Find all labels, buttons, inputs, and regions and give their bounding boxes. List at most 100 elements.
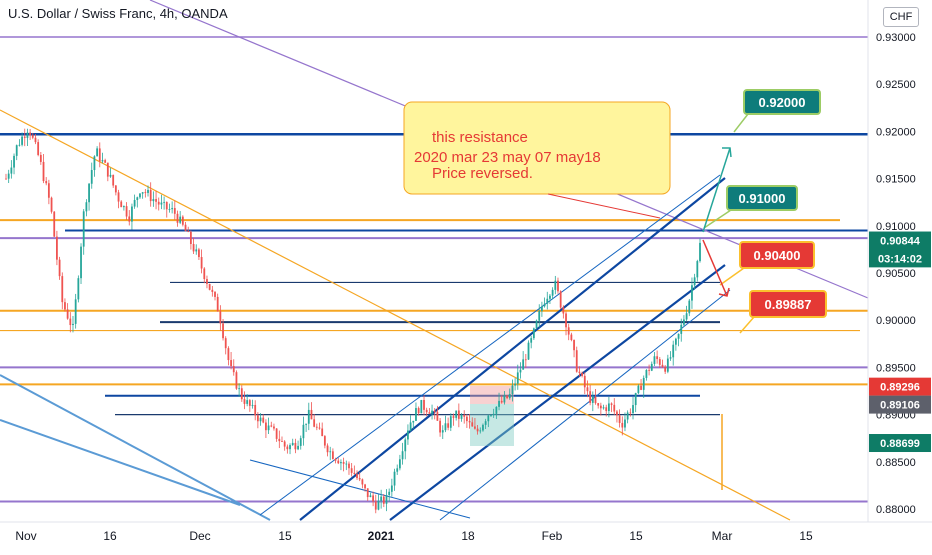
candle-body — [390, 485, 393, 492]
x-tick-label: 18 — [461, 529, 475, 543]
candle-body — [364, 484, 366, 489]
candle-body — [200, 257, 203, 269]
candle-body — [436, 411, 439, 421]
candle-body — [310, 409, 313, 420]
target-callout-line — [733, 113, 749, 133]
candle-body — [538, 311, 541, 321]
candle-body — [230, 360, 232, 367]
candle-body — [661, 364, 664, 367]
y-tick-label: 0.88000 — [876, 504, 916, 516]
candle-body — [492, 413, 495, 416]
candle-body — [559, 291, 562, 308]
candle-body — [157, 201, 160, 205]
candle-body — [176, 213, 179, 223]
candle-body — [318, 427, 321, 429]
price-badge — [869, 434, 931, 453]
candle-body — [535, 320, 538, 329]
target-box[interactable] — [739, 241, 815, 269]
candle-body — [198, 249, 200, 258]
projection-arrow-down — [702, 239, 728, 297]
annotation-pointer — [547, 193, 661, 219]
candle-body — [117, 192, 120, 202]
trend-line — [259, 174, 721, 516]
candle-body — [634, 393, 637, 406]
candle-body — [350, 468, 353, 473]
y-tick-label: 0.91000 — [876, 221, 916, 233]
candle-body — [53, 211, 56, 237]
candle-body — [77, 278, 80, 300]
candle-body — [468, 421, 471, 423]
candle-body — [42, 161, 45, 182]
candle-body — [398, 459, 401, 469]
candle-body — [232, 366, 235, 373]
x-tick-label: 15 — [799, 529, 813, 543]
candle-body — [90, 170, 93, 184]
y-tick-label: 0.93000 — [876, 32, 916, 44]
x-tick-label: Dec — [189, 529, 210, 543]
candle-body — [586, 387, 589, 392]
candle-body — [289, 445, 291, 450]
candle-body — [380, 496, 383, 501]
candle-body — [7, 173, 10, 179]
candle-body — [104, 160, 107, 163]
candle-body — [637, 385, 640, 394]
candle-body — [262, 417, 265, 423]
candle-body — [557, 280, 559, 292]
candle-body — [455, 410, 458, 418]
candle-body — [122, 206, 125, 208]
candle-body — [482, 424, 484, 431]
price-badge-label: 0.89106 — [880, 400, 920, 412]
candle-body — [476, 428, 479, 432]
candle-body — [621, 422, 624, 428]
candle-body — [385, 494, 388, 504]
candle-body — [39, 154, 42, 162]
candle-body — [58, 259, 61, 277]
candle-body — [672, 344, 675, 358]
candle-body — [348, 463, 350, 469]
candle-body — [334, 458, 337, 461]
candle-body — [238, 388, 241, 390]
candle-body — [656, 356, 659, 360]
candle-body — [546, 298, 549, 304]
candle-body — [415, 408, 417, 421]
candle-body — [294, 442, 297, 450]
candle-body — [240, 388, 243, 400]
target-label: 0.89887 — [765, 297, 812, 312]
y-tick-label: 0.92500 — [876, 79, 916, 91]
candle-body — [420, 400, 423, 414]
candle-body — [120, 201, 123, 208]
candle-body — [573, 340, 575, 351]
candle-body — [401, 451, 404, 460]
candle-body — [136, 197, 139, 201]
candle-body — [412, 420, 415, 423]
candle-body — [114, 185, 117, 193]
candle-body — [664, 366, 667, 372]
candle-body — [567, 327, 570, 335]
candle-body — [449, 416, 452, 428]
candle-body — [31, 135, 34, 138]
currency-button[interactable]: CHF — [883, 7, 919, 27]
candle-body — [342, 462, 345, 464]
candle-body — [227, 348, 230, 361]
candle-body — [326, 445, 329, 453]
candle-body — [246, 400, 249, 404]
candle-body — [645, 369, 648, 378]
target-box[interactable] — [749, 290, 827, 318]
candle-body — [693, 277, 696, 286]
x-tick-label: 2021 — [368, 529, 395, 543]
candle-body — [551, 289, 554, 296]
candle-body — [96, 148, 99, 157]
candle-body — [591, 396, 594, 403]
candle-body — [650, 363, 653, 371]
annotation-box[interactable] — [403, 101, 671, 195]
candle-body — [508, 394, 511, 399]
y-tick-label: 0.92000 — [876, 126, 916, 138]
candle-body — [131, 206, 133, 222]
target-box[interactable] — [743, 89, 821, 115]
candle-body — [393, 471, 396, 486]
target-box[interactable] — [726, 185, 798, 211]
candle-body — [372, 495, 374, 502]
x-tick-label: 16 — [103, 529, 117, 543]
